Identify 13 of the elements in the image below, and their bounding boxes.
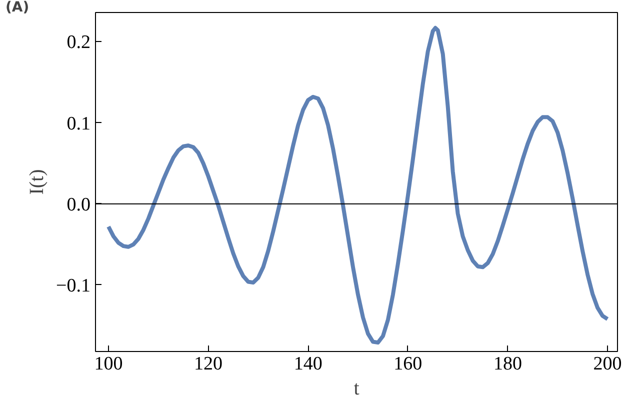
y-tick-label: 0.2: [66, 32, 90, 54]
x-axis-title: t: [354, 378, 360, 400]
y-axis-title: I(t): [26, 169, 48, 195]
x-tick-label: 100: [94, 354, 123, 374]
y-tick-label: 0.1: [66, 113, 90, 134]
x-tick-label: 180: [493, 354, 522, 374]
x-tick-label: 120: [194, 354, 223, 374]
x-tick-label: 200: [593, 354, 622, 374]
x-tick-label: 140: [294, 354, 322, 374]
x-tick-label: 160: [394, 354, 422, 374]
y-tick-label: −0.1: [56, 276, 91, 296]
text: (A): [6, 0, 30, 16]
y-tick-label: 0.0: [66, 194, 90, 216]
